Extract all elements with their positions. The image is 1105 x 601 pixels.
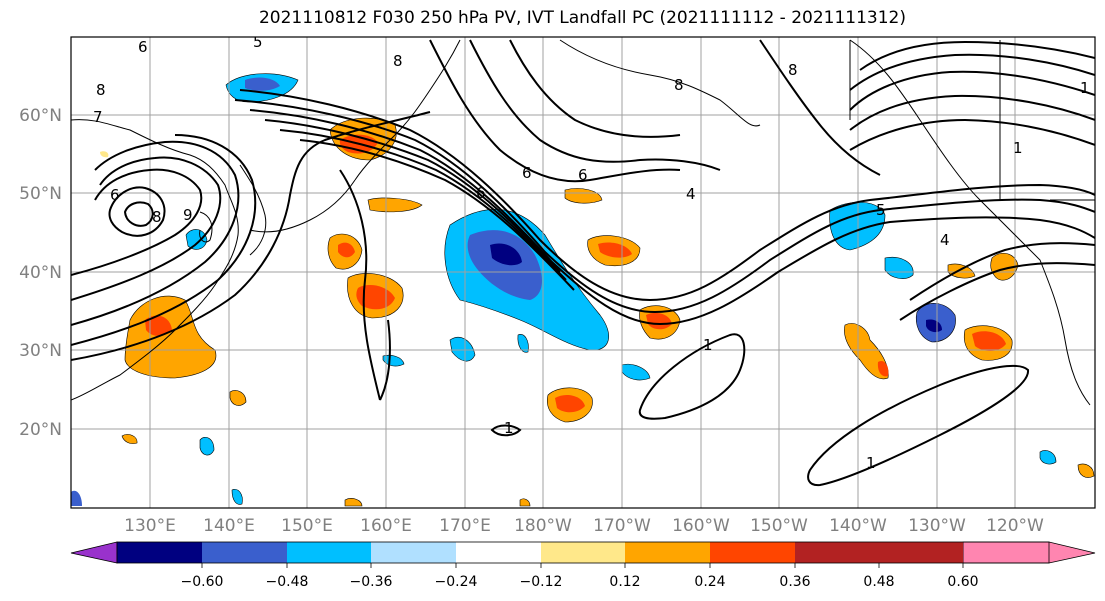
colorbar-segment bbox=[541, 542, 625, 563]
colorbar-arrow-right bbox=[962, 541, 1096, 564]
contour-label: 8 bbox=[96, 81, 106, 99]
contour-label: 1 bbox=[703, 336, 713, 354]
lon-label: 120°W bbox=[986, 516, 1044, 536]
contour-label-group: 6 5 8 7 6 8 9 8 6 6 6 4 8 8 1 4 5 1 1 1 … bbox=[93, 33, 1090, 472]
colorbar-tick-label: −0.48 bbox=[266, 574, 309, 590]
coastlines bbox=[71, 39, 1095, 406]
contour-label: 4 bbox=[940, 231, 950, 249]
contour-label: 6 bbox=[578, 166, 588, 184]
contour-label: 1 bbox=[504, 419, 514, 437]
contour-label: 8 bbox=[674, 76, 684, 94]
colorbar-tick-label: −0.24 bbox=[435, 574, 478, 590]
contour-label: 6 bbox=[522, 164, 532, 182]
contour-label: 6 bbox=[138, 38, 148, 56]
contour-label: 4 bbox=[686, 185, 696, 203]
colorbar-tick-label: 0.12 bbox=[609, 574, 640, 590]
lat-label: 60°N bbox=[19, 106, 62, 126]
contour-label: 1 bbox=[1013, 139, 1023, 157]
contour-label: 5 bbox=[253, 33, 263, 51]
contour-label: 5 bbox=[876, 201, 886, 219]
colorbar-tick-label: 0.24 bbox=[694, 574, 725, 590]
lon-label: 130°E bbox=[124, 516, 176, 536]
lon-label: 160°W bbox=[672, 516, 730, 536]
colorbar-segment bbox=[202, 542, 287, 563]
colorbar-segment bbox=[371, 542, 456, 563]
colorbar-tick-label: 0.60 bbox=[947, 574, 978, 590]
contour-label: 6 bbox=[476, 184, 486, 202]
colorbar-segment bbox=[795, 542, 879, 563]
lat-label: 20°N bbox=[19, 420, 62, 440]
colorbar-tick-label: −0.60 bbox=[181, 574, 224, 590]
lat-label: 50°N bbox=[19, 184, 62, 204]
map-border bbox=[70, 36, 1096, 509]
colorbar-tick-label: 0.36 bbox=[779, 574, 810, 590]
lat-axis: 60°N 50°N 40°N 30°N 20°N bbox=[19, 106, 62, 440]
colorbar-segment bbox=[456, 542, 541, 563]
lon-label: 150°W bbox=[750, 516, 808, 536]
map-title: 2021110812 F030 250 hPa PV, IVT Landfall… bbox=[258, 8, 906, 28]
colorbar: −0.60 −0.48 −0.36 −0.24 −0.12 0.12 0.24 … bbox=[70, 541, 1096, 590]
lat-label: 40°N bbox=[19, 263, 62, 283]
lon-label: 140°W bbox=[829, 516, 887, 536]
lon-label: 150°E bbox=[281, 516, 333, 536]
colorbar-segment bbox=[710, 542, 795, 563]
lon-label: 170°E bbox=[439, 516, 491, 536]
lon-label: 170°W bbox=[593, 516, 651, 536]
lon-label: 180°W bbox=[514, 516, 572, 536]
lat-label: 30°N bbox=[19, 341, 62, 361]
colorbar-outline bbox=[116, 541, 1050, 564]
colorbar-segment bbox=[625, 542, 710, 563]
lon-label: 160°E bbox=[360, 516, 412, 536]
lon-axis: 130°E 140°E 150°E 160°E 170°E 180°W 170°… bbox=[124, 516, 1044, 536]
contour-label: 6 bbox=[110, 186, 120, 204]
colorbar-segment bbox=[879, 542, 963, 563]
colorbar-segment bbox=[117, 542, 202, 563]
colorbar-arrow-left bbox=[70, 541, 118, 564]
contour-label: 7 bbox=[93, 108, 103, 126]
colorbar-tick-label: 0.48 bbox=[863, 574, 894, 590]
contour-label: 9 bbox=[183, 206, 193, 224]
contour-label: 8 bbox=[393, 52, 403, 70]
contour-label: 8 bbox=[152, 208, 162, 226]
colorbar-tick-label: −0.12 bbox=[520, 574, 563, 590]
colorbar-ticks bbox=[201, 563, 964, 568]
contour-label: 1 bbox=[1080, 79, 1090, 97]
colorbar-tick-label: −0.36 bbox=[350, 574, 393, 590]
colorbar-segment bbox=[287, 542, 371, 563]
contour-label: 8 bbox=[788, 61, 798, 79]
lon-label: 140°E bbox=[203, 516, 255, 536]
pv-contours bbox=[71, 39, 1095, 487]
lon-label: 130°W bbox=[908, 516, 966, 536]
contour-label: 1 bbox=[866, 454, 876, 472]
